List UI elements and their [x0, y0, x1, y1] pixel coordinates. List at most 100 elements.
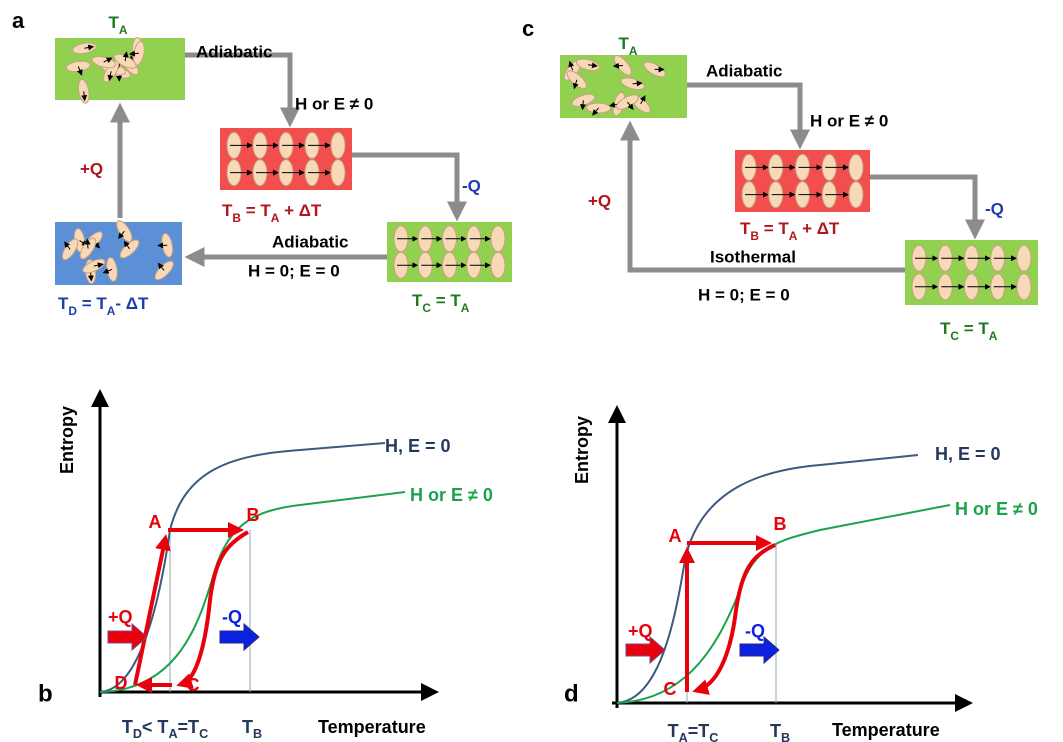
spin	[128, 50, 139, 57]
subscript: A	[107, 304, 116, 318]
text-run: T	[109, 13, 120, 32]
spin	[592, 107, 599, 116]
subscript: A	[989, 329, 998, 343]
heat-arrow	[107, 622, 148, 652]
text-run: - ΔT	[115, 294, 149, 313]
label: H = 0; E = 0	[248, 261, 340, 280]
particle	[490, 251, 506, 279]
label: C	[664, 679, 677, 699]
label: B	[774, 514, 787, 534]
heat-arrow	[739, 635, 780, 665]
text-run: = T	[241, 201, 271, 220]
label: -Q	[985, 199, 1004, 218]
spin	[103, 57, 113, 63]
label: TA	[109, 13, 128, 37]
label: H = 0; E = 0	[698, 285, 790, 304]
spin	[123, 240, 130, 250]
spin	[572, 79, 579, 90]
particle	[490, 225, 506, 253]
text-run: T	[222, 201, 233, 220]
label: TC = TA	[940, 319, 998, 343]
subscript: A	[271, 211, 280, 225]
arrow	[352, 152, 467, 222]
label: Adiabatic	[272, 232, 349, 251]
label: H or E ≠ 0	[295, 94, 373, 113]
spin	[107, 71, 114, 82]
subscript: C	[199, 727, 208, 741]
subscript: B	[253, 727, 262, 741]
subscript: A	[789, 229, 798, 243]
label: TD< TA=TC	[122, 717, 208, 742]
particle	[1016, 244, 1032, 272]
label: Entropy	[57, 406, 77, 474]
arrow	[620, 120, 905, 273]
label: Isothermal	[710, 247, 796, 266]
curve	[616, 504, 951, 704]
label: D	[115, 673, 128, 693]
label: TD = TA- ΔT	[58, 294, 149, 318]
spin	[639, 95, 646, 105]
label: -Q	[462, 176, 481, 195]
spin	[81, 91, 88, 102]
cycle-arrow	[176, 530, 249, 689]
state-boxes	[55, 38, 1038, 305]
spin	[64, 241, 71, 250]
spin	[612, 62, 623, 69]
spin	[122, 51, 129, 62]
label: TA=TC	[668, 721, 719, 742]
label: B	[247, 505, 260, 525]
spin	[76, 66, 83, 76]
text-run: =T	[178, 717, 200, 737]
label: H or E ≠ 0	[410, 485, 493, 505]
subscript: C	[950, 329, 959, 343]
label: TB = TA + ΔT	[740, 219, 840, 243]
label: Temperature	[832, 720, 940, 740]
subscript: C	[422, 301, 431, 315]
label: +Q	[588, 191, 611, 210]
label: TB	[242, 717, 262, 742]
curve	[616, 454, 919, 704]
text-run: = T	[77, 294, 107, 313]
text-run: =T	[688, 721, 710, 741]
text-run: T	[242, 717, 253, 737]
label: C	[187, 675, 200, 695]
arrow	[185, 52, 300, 128]
text-run: T	[668, 721, 679, 741]
subscript: A	[679, 731, 688, 742]
subscript: B	[750, 229, 759, 243]
text-run: + ΔT	[797, 219, 840, 238]
arrow	[870, 174, 985, 240]
text-run: T	[740, 219, 751, 238]
spin	[84, 44, 95, 51]
spin	[627, 101, 634, 110]
heat-arrow	[625, 635, 666, 665]
label: TB = TA + ΔT	[222, 201, 322, 225]
label: TA	[619, 34, 638, 58]
spin	[157, 262, 165, 271]
label: H or E ≠ 0	[810, 111, 888, 130]
text-run: = T	[959, 319, 989, 338]
text-run: T	[940, 319, 951, 338]
label: A	[149, 512, 162, 532]
text-run: T	[770, 721, 781, 741]
text-run: = T	[759, 219, 789, 238]
particle	[330, 159, 346, 187]
text-run: T	[619, 34, 630, 53]
plot-b	[91, 389, 439, 701]
spin	[568, 60, 575, 71]
spin	[580, 100, 587, 111]
subscript: A	[461, 301, 470, 315]
label: H, E = 0	[385, 436, 451, 456]
cycle-arrow	[133, 534, 171, 686]
plot-d	[608, 405, 973, 712]
arrow	[687, 82, 810, 150]
spin	[102, 268, 113, 274]
text-run: + ΔT	[279, 201, 322, 220]
label: -Q	[745, 621, 765, 641]
text-run: < T	[142, 717, 169, 737]
particle	[848, 181, 864, 209]
text-run: T	[122, 717, 133, 737]
subscript: B	[232, 211, 241, 225]
label: +Q	[628, 621, 653, 641]
